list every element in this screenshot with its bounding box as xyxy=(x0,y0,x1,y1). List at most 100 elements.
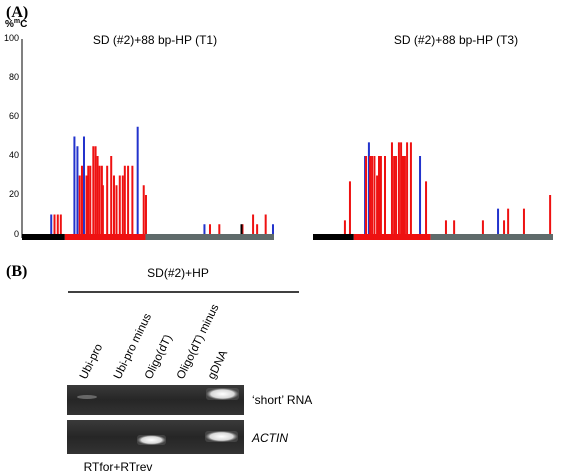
bar xyxy=(121,175,124,234)
chart-title-t3: SD (#2)+88 bp-HP (T3) xyxy=(394,33,518,47)
bar xyxy=(50,214,53,234)
bar xyxy=(252,214,255,234)
region-segment xyxy=(313,234,354,240)
y-tick-20: 20 xyxy=(9,189,19,199)
bar xyxy=(127,165,130,234)
bar xyxy=(378,156,380,234)
bar xyxy=(369,156,372,234)
band-short-rna-gdna xyxy=(206,388,239,400)
bar xyxy=(444,220,447,234)
bar xyxy=(497,208,500,234)
bars-t3 xyxy=(343,142,552,234)
bar xyxy=(123,165,126,234)
bar xyxy=(373,156,376,234)
y-tick-40: 40 xyxy=(9,150,19,160)
y-tick-0: 0 xyxy=(14,229,19,239)
region-segment xyxy=(64,234,146,240)
bar xyxy=(92,146,95,234)
bar xyxy=(241,224,244,234)
gel-footer: RTfor+RTrev xyxy=(84,460,153,474)
y-tick-labels: 0 20 40 60 80 100 xyxy=(4,33,19,239)
bar xyxy=(371,156,374,234)
bar xyxy=(390,142,393,234)
bar xyxy=(409,142,412,234)
bar xyxy=(240,224,243,234)
bar xyxy=(402,156,404,234)
bar xyxy=(115,185,118,234)
bar xyxy=(94,146,97,234)
bar xyxy=(419,156,422,234)
bar xyxy=(379,156,382,234)
bar xyxy=(393,156,396,234)
bar xyxy=(397,142,400,234)
y-tick-80: 80 xyxy=(9,72,19,82)
bar xyxy=(89,165,92,234)
bar xyxy=(453,220,456,234)
bar xyxy=(403,156,406,234)
bar xyxy=(395,156,398,234)
band-label-short-rna: ‘short’ RNA xyxy=(252,393,312,407)
gel-header: SD(#2)+HP xyxy=(147,266,209,280)
bar xyxy=(425,181,428,234)
bars-t1 xyxy=(50,126,274,234)
bar xyxy=(96,156,99,234)
panel-b-label: (B) xyxy=(6,263,27,280)
bar xyxy=(522,208,525,234)
bar xyxy=(98,165,101,234)
methylation-chart-t1: %mC SD (#2)+88 bp-HP (T1) 0 20 40 60 80 … xyxy=(4,18,274,240)
bar xyxy=(406,142,409,234)
bar xyxy=(376,175,379,234)
bar xyxy=(384,156,386,234)
band-short-rna-ubi-pro xyxy=(77,395,97,399)
bar xyxy=(367,142,370,234)
region-segment xyxy=(22,234,65,240)
bar xyxy=(144,195,147,234)
bar xyxy=(481,220,484,234)
y-tick-100: 100 xyxy=(4,33,19,43)
bar xyxy=(59,214,62,234)
bar xyxy=(507,208,510,234)
band-label-actin: ACTIN xyxy=(251,431,288,445)
methylation-chart-t3: SD (#2)+88 bp-HP (T3) xyxy=(313,33,553,240)
y-axis-label: %mC xyxy=(5,18,27,30)
bar xyxy=(100,165,103,234)
bar xyxy=(106,165,109,234)
gel-panel: SD(#2)+HP Ubi-pro Ubi-pro minus Oligo(dT… xyxy=(67,266,312,474)
bar xyxy=(503,220,506,234)
bar xyxy=(110,156,113,234)
bar xyxy=(400,142,403,234)
y-tick-60: 60 xyxy=(9,111,19,121)
lane-label-oligo-dt: Oligo(dT) xyxy=(143,333,175,381)
bar xyxy=(142,185,145,234)
band-actin-oligo-dt xyxy=(137,435,166,445)
bar xyxy=(264,214,267,234)
bar xyxy=(118,175,121,234)
bar xyxy=(208,224,211,234)
bar xyxy=(87,165,90,234)
bar xyxy=(218,224,221,234)
band-actin-gdna xyxy=(205,431,238,442)
lane-label-gdna: gDNA xyxy=(206,348,230,381)
bar xyxy=(112,175,115,234)
bar xyxy=(78,175,81,234)
bar xyxy=(101,185,104,234)
bar xyxy=(365,156,368,234)
bar xyxy=(256,224,259,234)
bar xyxy=(73,136,76,234)
bar xyxy=(53,214,56,234)
bar xyxy=(549,195,552,234)
panel-a-label: (A) xyxy=(6,4,28,21)
bar xyxy=(82,136,85,234)
lane-label-ubi-pro: Ubi-pro xyxy=(78,342,105,381)
bar xyxy=(131,165,134,234)
bar xyxy=(80,165,83,234)
bar xyxy=(76,146,79,234)
bar xyxy=(85,175,88,234)
region-segment xyxy=(353,234,431,240)
bar xyxy=(203,224,206,234)
region-bar-t3 xyxy=(313,234,553,240)
bar xyxy=(271,224,274,234)
region-segment xyxy=(145,234,274,240)
bar xyxy=(343,220,346,234)
